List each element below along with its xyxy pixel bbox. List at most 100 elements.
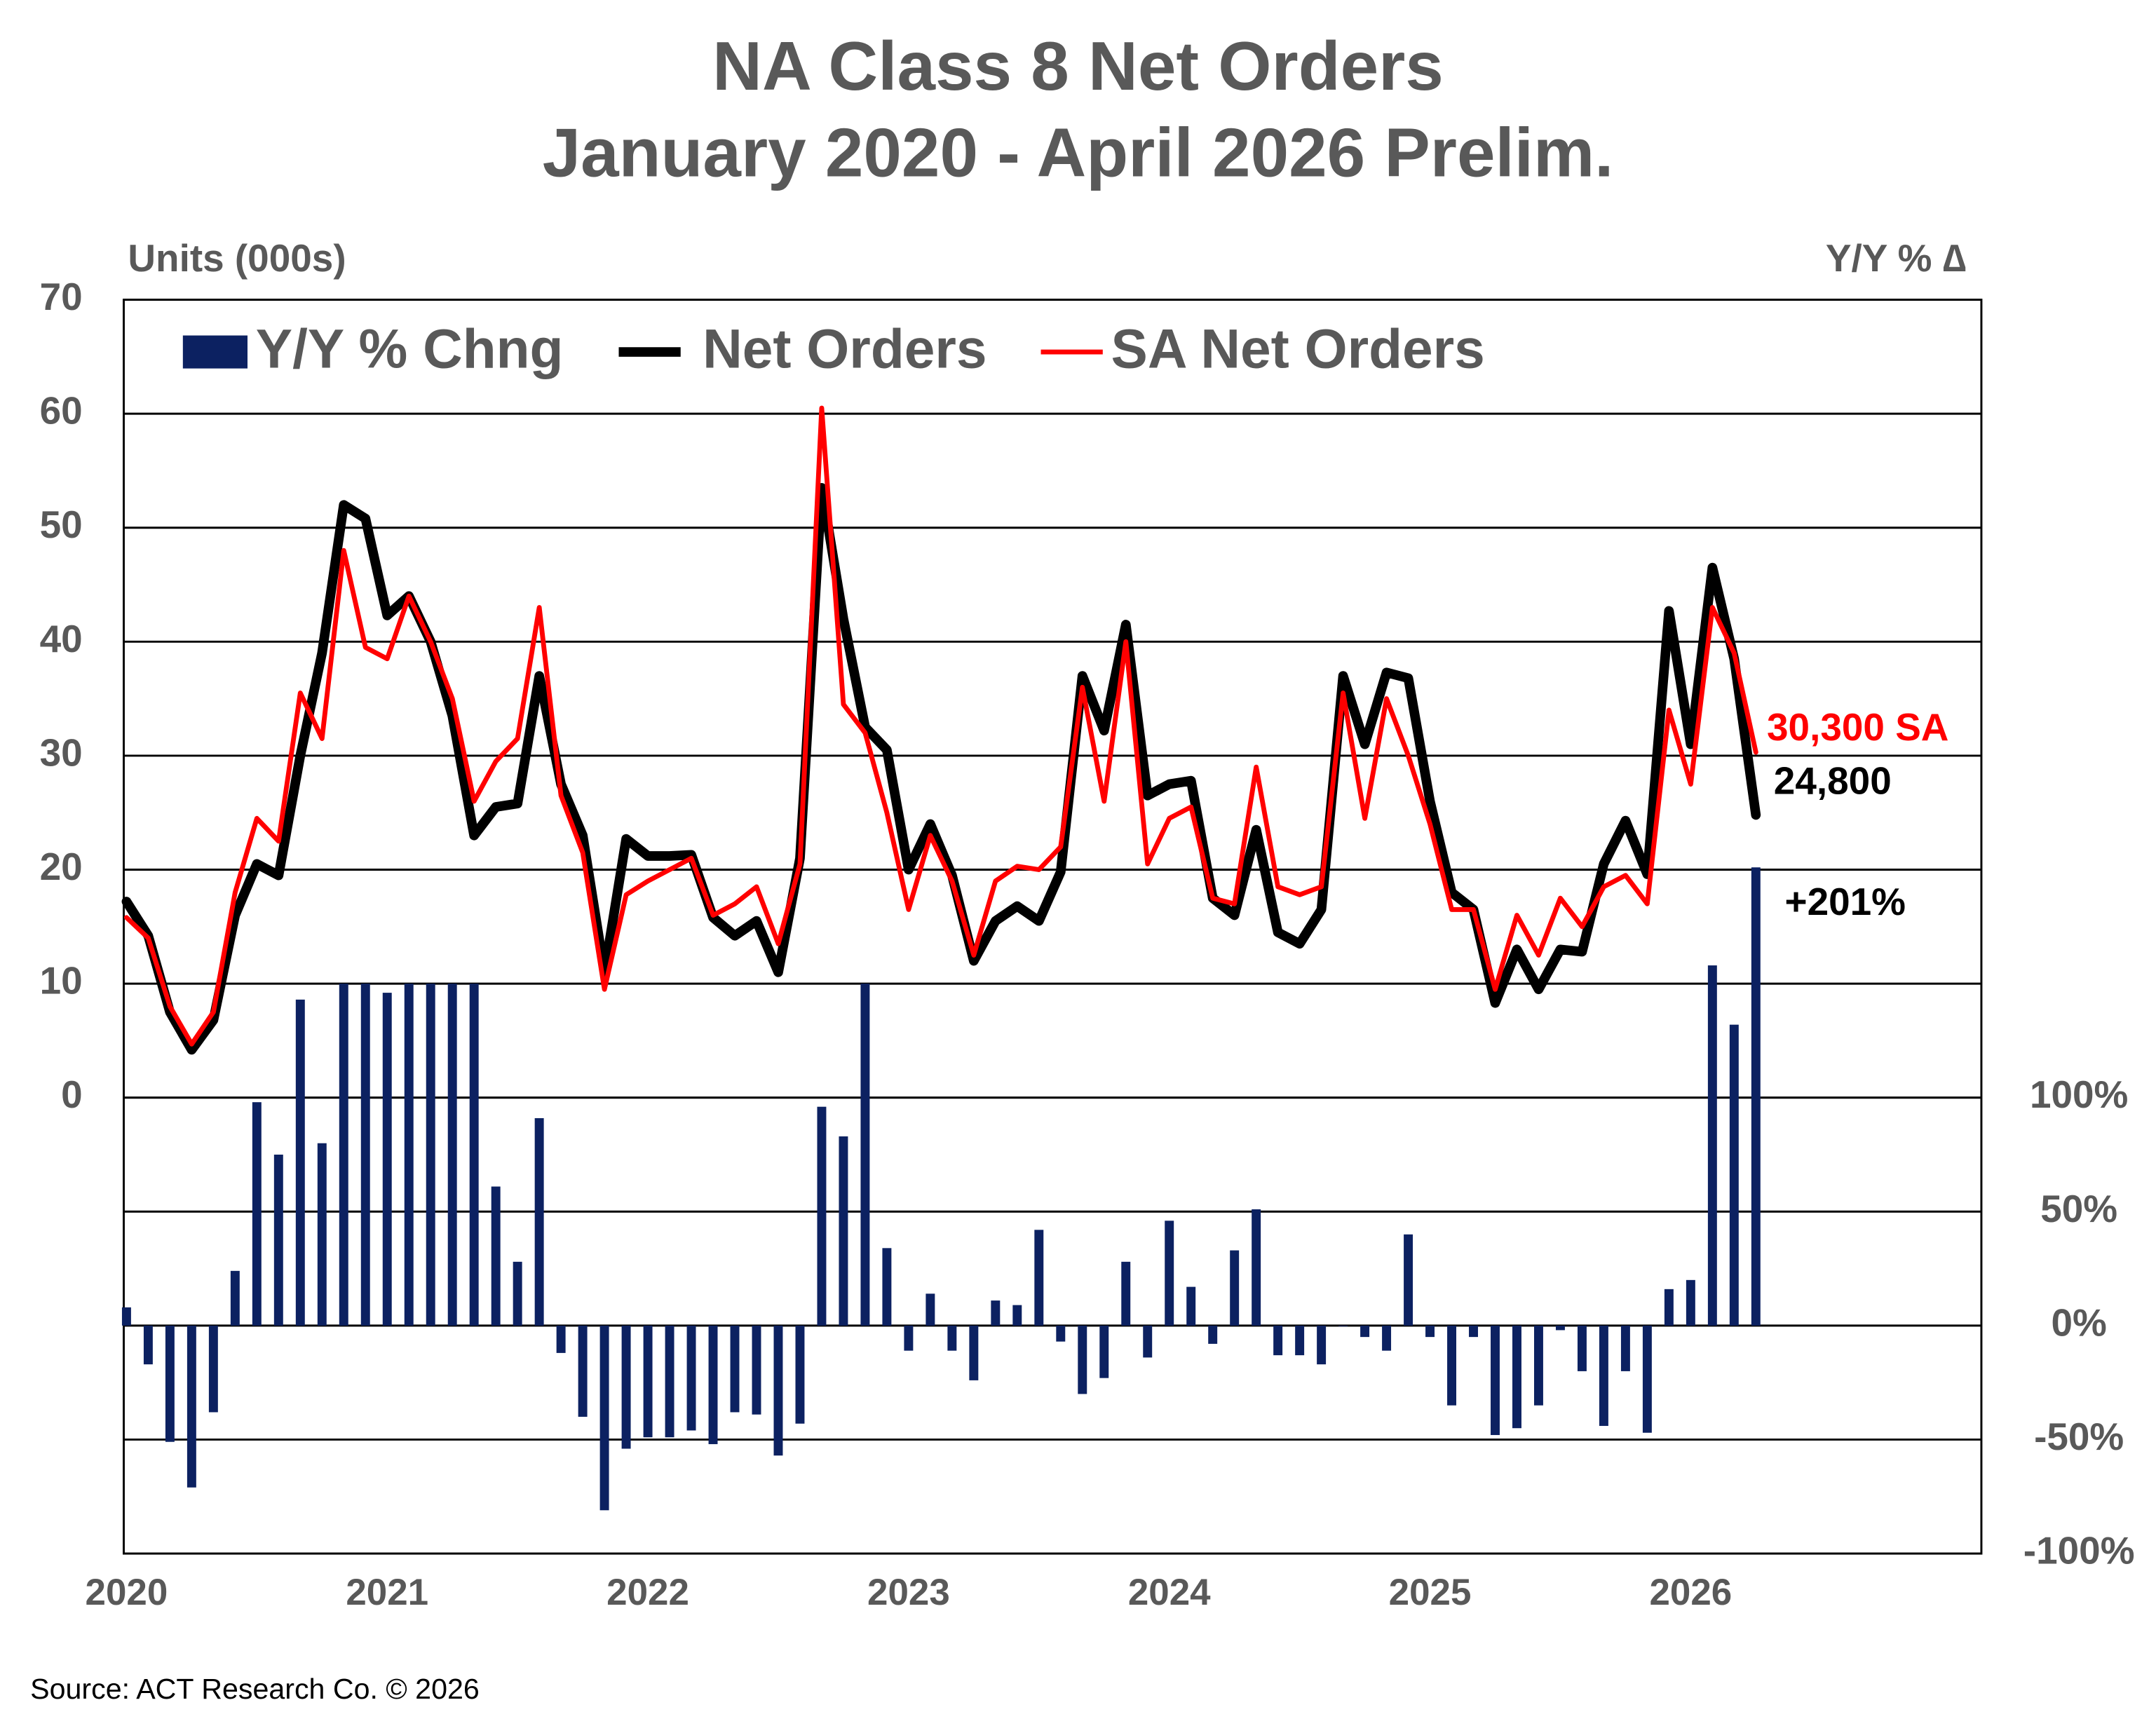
bar (339, 984, 348, 1326)
bar (1360, 1325, 1370, 1338)
bar (947, 1325, 957, 1351)
legend-label: SA Net Orders (1111, 318, 1485, 380)
bar (665, 1325, 674, 1438)
bar (1078, 1325, 1087, 1394)
bar (1012, 1305, 1022, 1326)
x-tick-label: 2023 (867, 1572, 950, 1613)
x-tick-label: 2024 (1128, 1572, 1211, 1613)
bar (882, 1248, 892, 1326)
bar (1664, 1289, 1674, 1326)
bar (1707, 965, 1717, 1326)
bar (360, 984, 370, 1326)
bar (1273, 1325, 1283, 1356)
bar (121, 1307, 131, 1326)
y-tick-label: 40 (40, 617, 83, 660)
legend-label: Y/Y % Chng (256, 318, 564, 380)
bar (230, 1270, 240, 1326)
y2-tick-label: 0% (2051, 1300, 2106, 1344)
bar (1751, 867, 1761, 1326)
bar (447, 984, 457, 1326)
bar (773, 1325, 783, 1456)
bar (491, 1186, 501, 1326)
bar (1555, 1325, 1565, 1331)
bar (317, 1143, 327, 1326)
bar (1382, 1325, 1392, 1351)
x-tick-label: 2022 (606, 1572, 689, 1613)
bar (1599, 1325, 1608, 1426)
bar (991, 1300, 1001, 1326)
bar (1577, 1325, 1587, 1371)
y-tick-label: 20 (40, 845, 83, 888)
annotation: +201% (1785, 880, 1906, 923)
bar (839, 1136, 848, 1326)
bar (1230, 1250, 1240, 1326)
y-tick-label: 50 (40, 503, 83, 546)
bar (708, 1325, 718, 1444)
bar (1034, 1230, 1044, 1326)
bar (643, 1325, 653, 1438)
y2-tick-label: 100% (2030, 1073, 2128, 1116)
y2-tick-label: -100% (2023, 1529, 2135, 1572)
bar (1317, 1325, 1327, 1365)
bar (556, 1325, 566, 1353)
x-tick-label: 2026 (1649, 1572, 1732, 1613)
bar (469, 984, 479, 1326)
bar (578, 1325, 588, 1417)
source-note: Source: ACT Research Co. © 2026 (30, 1673, 480, 1705)
bar (1404, 1234, 1413, 1326)
bar (187, 1325, 196, 1488)
bar (1491, 1325, 1500, 1435)
x-tick-label: 2021 (346, 1572, 428, 1613)
y-axis-label: Units (000s) (128, 236, 346, 280)
bar (1121, 1261, 1131, 1326)
bar (404, 984, 414, 1326)
bar (1425, 1325, 1435, 1338)
bar (1729, 1024, 1739, 1326)
annotation: 30,300 SA (1767, 705, 1948, 749)
annotation: 24,800 (1774, 759, 1892, 802)
bar (860, 984, 870, 1326)
legend-label: Net Orders (703, 318, 987, 380)
bar (926, 1293, 935, 1326)
bar (1165, 1221, 1174, 1326)
bar (273, 1154, 283, 1326)
y-tick-label: 60 (40, 389, 83, 433)
bar (904, 1325, 914, 1351)
plot-frame (123, 299, 1983, 1555)
bar (599, 1325, 609, 1511)
bar (295, 999, 305, 1326)
y2-tick-label: 50% (2040, 1187, 2117, 1230)
bar (165, 1325, 175, 1442)
legend-swatch (182, 335, 248, 369)
bar (1686, 1279, 1695, 1326)
bar (1099, 1325, 1109, 1378)
bar (686, 1325, 696, 1431)
bar (730, 1325, 740, 1413)
bar (1295, 1325, 1305, 1356)
y2-tick-label: -50% (2034, 1415, 2124, 1458)
y2-axis-label: Y/Y % ∆ (1826, 236, 1966, 280)
bar (426, 984, 435, 1326)
bar (534, 1117, 544, 1326)
bar (1056, 1325, 1066, 1342)
bar (1642, 1325, 1652, 1433)
x-tick-label: 2020 (86, 1572, 168, 1613)
bar (1469, 1325, 1478, 1338)
bar (208, 1325, 218, 1413)
x-tick-label: 2025 (1389, 1572, 1472, 1613)
y-tick-label: 0 (61, 1073, 83, 1116)
bar (1620, 1325, 1630, 1371)
bar (969, 1325, 979, 1380)
line (123, 405, 1758, 1047)
bar (1208, 1325, 1218, 1344)
y-tick-label: 70 (40, 275, 83, 318)
bar (752, 1325, 761, 1415)
bar (1186, 1286, 1196, 1326)
bar (1512, 1325, 1521, 1429)
chart-subtitle: January 2020 - April 2026 Prelim. (543, 114, 1614, 191)
y-tick-label: 30 (40, 730, 83, 774)
bar (817, 1106, 827, 1326)
y-tick-label: 10 (40, 959, 83, 1003)
